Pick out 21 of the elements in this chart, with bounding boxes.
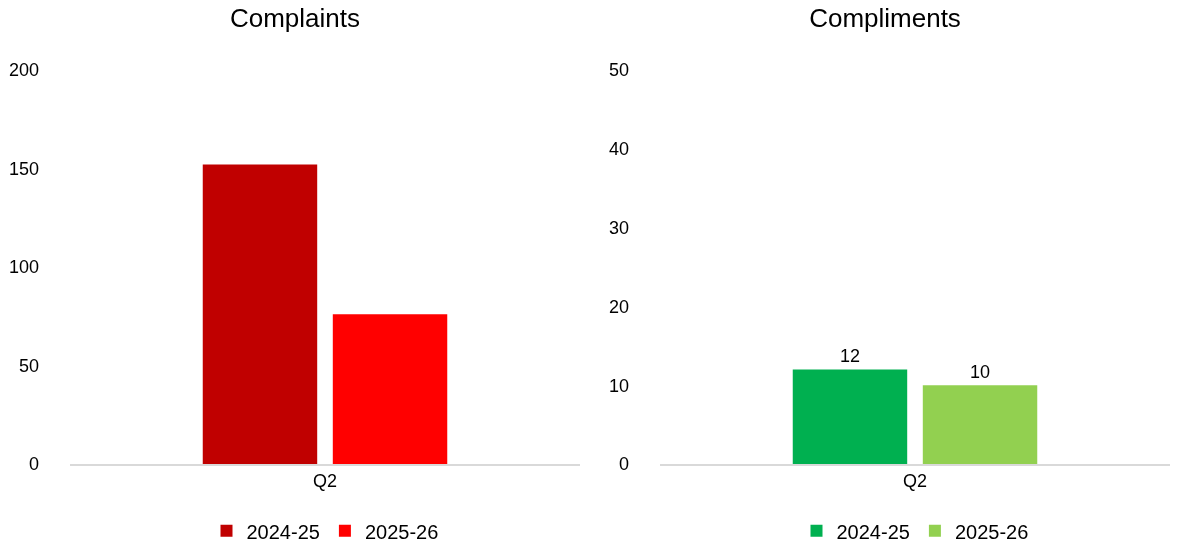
data-label: 12 <box>839 346 860 367</box>
y-tick-label: 150 <box>8 158 39 179</box>
y-tick-label: 0 <box>618 454 629 475</box>
y-tick-label: 50 <box>608 60 629 81</box>
data-label: 10 <box>970 362 991 383</box>
legend-label: 2024-25 <box>836 520 910 543</box>
y-tick-label: 20 <box>608 296 629 317</box>
y-tick-label: 200 <box>8 60 39 81</box>
y-tick-label: 0 <box>28 454 39 475</box>
x-tick-label: Q2 <box>312 471 338 492</box>
y-tick-label: 30 <box>608 217 629 238</box>
y-tick-label: 50 <box>18 355 39 376</box>
legend-label: 2024-25 <box>246 520 320 543</box>
chart-title: Complaints <box>229 2 361 33</box>
y-tick-label: 40 <box>608 139 629 160</box>
legend-label: 2025-26 <box>954 520 1029 543</box>
y-tick-label: 100 <box>8 257 39 278</box>
chart-title: Compliments <box>809 2 961 33</box>
legend-label: 2025-26 <box>364 520 439 543</box>
x-tick-label: Q2 <box>902 471 928 492</box>
y-tick-label: 10 <box>608 375 629 396</box>
